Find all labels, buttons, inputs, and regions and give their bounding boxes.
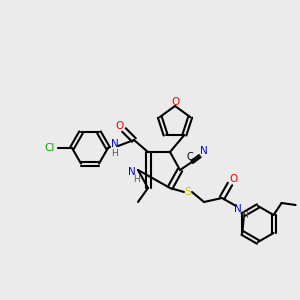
Text: H: H xyxy=(112,148,118,158)
Text: H: H xyxy=(241,211,248,220)
Text: N: N xyxy=(111,139,119,149)
Text: Cl: Cl xyxy=(45,143,55,153)
Text: S: S xyxy=(184,187,192,197)
Text: C: C xyxy=(187,152,194,162)
Text: H: H xyxy=(134,175,140,184)
Text: N: N xyxy=(234,204,242,214)
Text: N: N xyxy=(128,167,136,177)
Text: O: O xyxy=(115,121,123,131)
Text: O: O xyxy=(230,174,238,184)
Text: N: N xyxy=(200,146,208,156)
Text: O: O xyxy=(171,97,179,107)
